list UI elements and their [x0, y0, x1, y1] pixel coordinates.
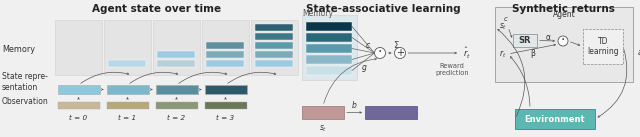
Bar [55, 20, 102, 75]
Text: β: β [531, 49, 536, 58]
Bar [306, 44, 352, 53]
Text: c: c [504, 16, 508, 22]
Bar [206, 51, 244, 58]
Circle shape [374, 48, 385, 58]
Bar [255, 24, 293, 31]
Bar [206, 42, 244, 49]
Bar [153, 20, 200, 75]
Text: t = 0: t = 0 [69, 115, 88, 121]
Bar [251, 20, 298, 75]
Text: State repre-
sentation: State repre- sentation [2, 72, 48, 92]
Bar [302, 106, 344, 119]
Text: α: α [545, 32, 550, 42]
Bar [58, 102, 99, 109]
Bar [365, 106, 417, 119]
Bar [515, 109, 595, 129]
Bar [157, 60, 195, 67]
Text: $\hat{r}_t$: $\hat{r}_t$ [463, 45, 471, 61]
Bar [306, 22, 352, 31]
Text: Reward
prediction: Reward prediction [435, 63, 469, 76]
Text: Synthetic returns: Synthetic returns [511, 4, 614, 14]
Text: Memory: Memory [302, 9, 333, 18]
Bar [583, 29, 623, 64]
Bar [156, 85, 198, 94]
Bar [58, 85, 99, 94]
Text: State-associative learning: State-associative learning [306, 4, 460, 14]
Bar [306, 66, 352, 75]
Bar [205, 85, 246, 94]
Bar [205, 102, 246, 109]
Text: Observation: Observation [2, 98, 49, 106]
Bar [108, 60, 146, 67]
Text: +: + [396, 48, 404, 58]
Bar [106, 102, 148, 109]
Bar [206, 60, 244, 67]
Bar [255, 51, 293, 58]
Bar [302, 15, 357, 80]
Text: Agent: Agent [552, 10, 575, 19]
Bar [306, 33, 352, 42]
Text: $s_t$: $s_t$ [319, 123, 327, 133]
Bar [495, 7, 633, 82]
Bar [306, 55, 352, 64]
Bar [156, 102, 198, 109]
Text: $s_t$: $s_t$ [499, 22, 508, 32]
Text: Memory: Memory [2, 45, 35, 54]
Bar [513, 34, 537, 47]
Circle shape [558, 36, 568, 46]
Text: Agent state over time: Agent state over time [92, 4, 221, 14]
Circle shape [394, 48, 406, 58]
Text: g: g [362, 64, 367, 72]
Text: ·: · [378, 45, 382, 59]
Bar [157, 51, 195, 58]
Bar [104, 20, 151, 75]
Text: t = 1: t = 1 [118, 115, 136, 121]
Text: b: b [351, 101, 356, 109]
Bar [255, 60, 293, 67]
Bar [255, 42, 293, 49]
Text: c: c [366, 41, 370, 49]
Bar [255, 33, 293, 40]
Bar [205, 85, 246, 94]
Text: $r_t$: $r_t$ [499, 48, 506, 60]
Text: Environment: Environment [525, 115, 586, 123]
Bar [106, 85, 148, 94]
Text: SR: SR [519, 36, 531, 45]
Text: t = 2: t = 2 [168, 115, 186, 121]
Text: TD
learning: TD learning [587, 37, 619, 56]
Text: $a_t$: $a_t$ [637, 49, 640, 59]
Text: ·: · [561, 34, 565, 48]
Text: Σ: Σ [394, 42, 399, 51]
Bar [156, 85, 198, 94]
Text: t = 3: t = 3 [216, 115, 235, 121]
Bar [202, 20, 249, 75]
